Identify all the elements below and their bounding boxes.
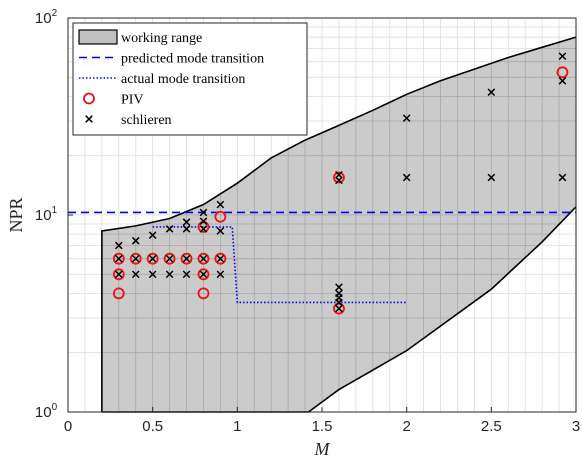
schlieren-point (131, 254, 140, 263)
piv-point (146, 252, 159, 265)
legend-label-actual: actual mode transition (121, 72, 245, 87)
x-axis-title: M (314, 439, 331, 458)
schlieren-point (402, 173, 411, 182)
piv-point (112, 287, 125, 300)
schlieren-point (487, 88, 496, 97)
piv-point (112, 252, 125, 265)
y-tick-labels: 100 101 102 (35, 8, 73, 421)
x-tick-label: 1.5 (312, 418, 333, 435)
piv-point (197, 287, 210, 300)
schlieren-point (558, 76, 567, 85)
y-axis-title: NPR (6, 197, 26, 232)
schlieren-point (114, 241, 123, 250)
x-tick-label: 0.5 (142, 418, 163, 435)
schlieren-point (199, 270, 208, 279)
y-tick-label: 102 (35, 8, 58, 27)
y-tick-label: 101 (35, 205, 58, 224)
piv-point (197, 252, 210, 265)
legend-label-piv: PIV (121, 93, 144, 108)
schlieren-point (131, 270, 140, 279)
legend: working range predicted mode transition ac… (72, 22, 308, 136)
piv-point (214, 252, 227, 265)
x-tick-label: 3 (572, 418, 580, 435)
legend-label-predicted: predicted mode transition (121, 52, 264, 67)
schlieren-point (216, 254, 225, 263)
y-tick-label: 100 (35, 402, 58, 421)
piv-point (180, 252, 193, 265)
schlieren-point (216, 270, 225, 279)
x-tick-label: 2.5 (481, 418, 502, 435)
schlieren-point (182, 254, 191, 263)
piv-point (163, 252, 176, 265)
x-tick-labels: 0 0.5 1 1.5 2 2.5 3 (64, 407, 580, 435)
schlieren-point (165, 225, 174, 233)
schlieren-point (148, 254, 157, 263)
schlieren-point (148, 270, 157, 279)
markers (112, 52, 569, 315)
schlieren-point (131, 236, 140, 245)
x-tick-label: 0 (64, 418, 72, 435)
schlieren-point (335, 283, 343, 292)
legend-swatch-schlieren (85, 115, 93, 123)
actual-mode-transition-line (152, 226, 407, 304)
schlieren-point (199, 208, 208, 217)
schlieren-point (558, 173, 567, 182)
schlieren-point (558, 52, 567, 61)
working-range-upper-boundary (101, 36, 577, 413)
piv-point (129, 252, 142, 265)
schlieren-point (487, 173, 496, 182)
piv-point (333, 302, 345, 315)
schlieren-point (335, 289, 343, 298)
schlieren-point (114, 254, 123, 263)
schlieren-point (148, 231, 157, 239)
piv-point (214, 210, 227, 223)
legend-label-schlieren: schlieren (121, 113, 172, 128)
schlieren-point (165, 254, 174, 263)
legend-label-working-range: working range (121, 31, 202, 46)
legend-swatch-working-range (78, 29, 118, 45)
x-tick-label: 2 (402, 418, 410, 435)
schlieren-point (199, 217, 208, 226)
schlieren-point (216, 200, 225, 209)
transition-lines (68, 211, 576, 304)
schlieren-point (199, 254, 208, 263)
schlieren-point (182, 225, 191, 233)
schlieren-point (335, 170, 343, 179)
schlieren-point (114, 270, 123, 279)
piv-point (556, 66, 569, 79)
schlieren-point (199, 225, 208, 233)
schlieren-point (165, 270, 174, 279)
schlieren-point (182, 270, 191, 279)
schlieren-point (335, 176, 343, 185)
piv-point (333, 171, 345, 184)
piv-point (197, 268, 210, 281)
schlieren-point (402, 114, 411, 123)
legend-swatch-piv (83, 92, 95, 105)
schlieren-point (216, 227, 225, 235)
schlieren-point (182, 218, 191, 226)
piv-point (112, 268, 125, 281)
x-tick-label: 1 (233, 418, 241, 435)
schlieren-point (335, 304, 343, 313)
